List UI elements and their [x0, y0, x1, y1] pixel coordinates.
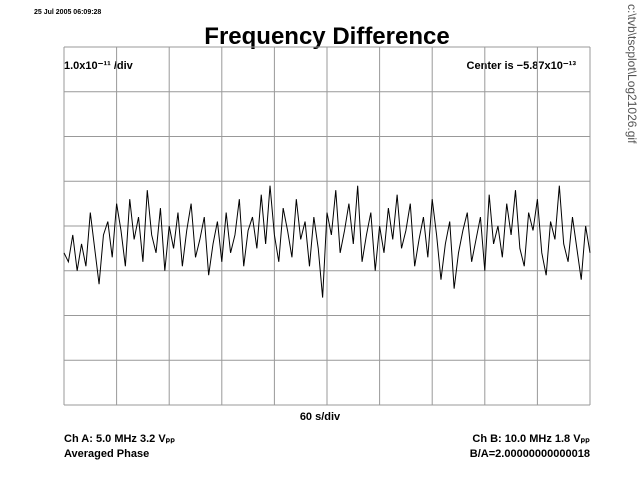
file-path: c:\tvb\tscplot\Log21026.gif	[625, 4, 639, 144]
timestamp: 25 Jul 2005 06:09:28	[34, 9, 101, 16]
center-label: Center is −5.87x10⁻¹³	[467, 60, 577, 72]
x-scale-label: 60 s/div	[300, 411, 341, 423]
trace	[63, 185, 591, 298]
mode: Averaged Phase	[64, 448, 149, 460]
y-scale-label: 1.0x10⁻¹¹ /div	[64, 60, 134, 72]
channel-b: Ch B: 10.0 MHz 1.8 Vₚₚ	[472, 433, 590, 445]
channel-a: Ch A: 5.0 MHz 3.2 Vₚₚ	[64, 433, 175, 445]
ratio: B/A=2.00000000000018	[470, 448, 590, 460]
chart-title: Frequency Difference	[204, 23, 449, 50]
plot	[63, 46, 591, 406]
